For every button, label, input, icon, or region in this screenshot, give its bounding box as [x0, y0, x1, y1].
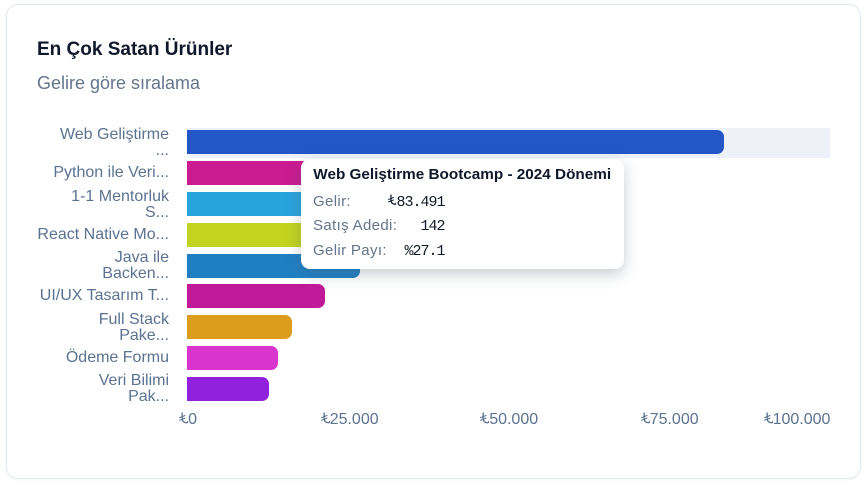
svg-text:Web Geliştirme Bootcamp - 2024: Web Geliştirme Bootcamp - 2024 Dönemi [313, 166, 611, 183]
